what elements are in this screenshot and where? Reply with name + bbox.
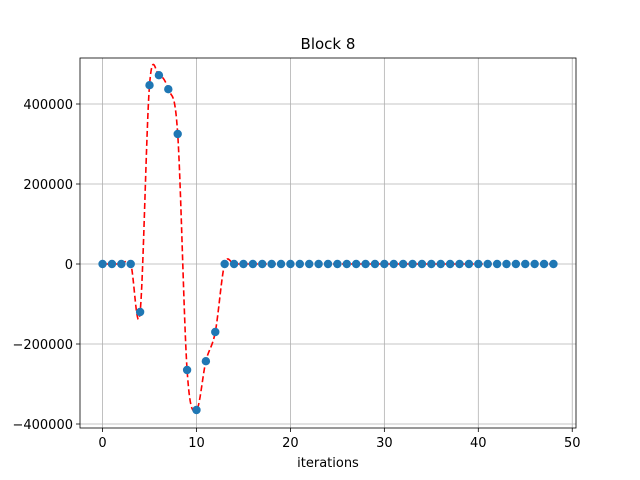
data-point bbox=[126, 259, 135, 269]
data-point bbox=[521, 259, 530, 269]
data-point bbox=[220, 259, 229, 269]
x-tick-label: 0 bbox=[98, 436, 106, 451]
data-point bbox=[549, 259, 558, 269]
series-dashed-line bbox=[102, 63, 554, 412]
data-point bbox=[182, 365, 192, 375]
data-point bbox=[436, 259, 445, 269]
data-point bbox=[107, 259, 117, 269]
data-point bbox=[192, 405, 201, 415]
x-tick-label: 20 bbox=[282, 436, 299, 451]
data-point bbox=[173, 129, 182, 139]
data-point bbox=[98, 259, 107, 269]
data-point bbox=[502, 259, 511, 269]
chart-title: Block 8 bbox=[301, 35, 356, 53]
plot-frame bbox=[79, 57, 577, 429]
data-point bbox=[342, 259, 351, 269]
y-tick-label: 200000 bbox=[23, 178, 73, 193]
data-point bbox=[276, 259, 286, 269]
data-point bbox=[408, 259, 417, 269]
data-point bbox=[164, 85, 173, 94]
data-point bbox=[333, 259, 342, 269]
data-point bbox=[361, 259, 370, 269]
data-point bbox=[530, 259, 539, 269]
y-tick-label: −200000 bbox=[12, 338, 73, 353]
data-point bbox=[295, 259, 305, 269]
data-point bbox=[201, 357, 211, 366]
x-tick-label: 30 bbox=[376, 436, 393, 451]
data-point bbox=[154, 71, 164, 80]
data-point bbox=[483, 259, 492, 269]
data-point bbox=[389, 259, 398, 269]
data-point bbox=[511, 259, 521, 269]
data-point bbox=[248, 259, 258, 269]
data-point bbox=[305, 259, 314, 269]
data-point bbox=[464, 259, 474, 269]
data-point bbox=[539, 259, 549, 269]
data-point bbox=[398, 259, 408, 269]
data-point bbox=[445, 259, 455, 269]
data-point bbox=[351, 259, 361, 269]
data-point bbox=[474, 259, 483, 269]
data-point bbox=[455, 259, 464, 269]
data-point bbox=[229, 259, 239, 269]
x-tick-label: 50 bbox=[564, 436, 581, 451]
x-tick-label: 10 bbox=[188, 436, 205, 451]
series-line-layer bbox=[102, 63, 554, 412]
data-point bbox=[492, 259, 502, 269]
data-point bbox=[145, 81, 154, 90]
x-axis-label: iterations bbox=[297, 456, 359, 471]
data-point bbox=[211, 327, 220, 337]
ticks: 0 10 20 30 40 50 −400000 −200000 0 200000 400000 bbox=[12, 98, 580, 451]
data-point bbox=[267, 259, 276, 269]
y-tick-label: −400000 bbox=[12, 418, 73, 433]
data-point bbox=[258, 259, 267, 269]
data-point bbox=[239, 259, 248, 269]
x-tick-label: 40 bbox=[470, 436, 487, 451]
data-point bbox=[117, 259, 126, 269]
data-point bbox=[417, 259, 427, 269]
data-point bbox=[323, 259, 333, 269]
y-tick-label: 400000 bbox=[23, 98, 73, 113]
series-marker-layer bbox=[98, 71, 558, 415]
data-point bbox=[286, 259, 295, 269]
data-point bbox=[427, 259, 436, 269]
y-tick-label: 0 bbox=[65, 258, 73, 273]
data-point bbox=[370, 259, 380, 269]
data-point bbox=[380, 259, 389, 269]
data-point bbox=[314, 259, 323, 269]
grid bbox=[80, 58, 576, 428]
data-point bbox=[135, 307, 145, 317]
